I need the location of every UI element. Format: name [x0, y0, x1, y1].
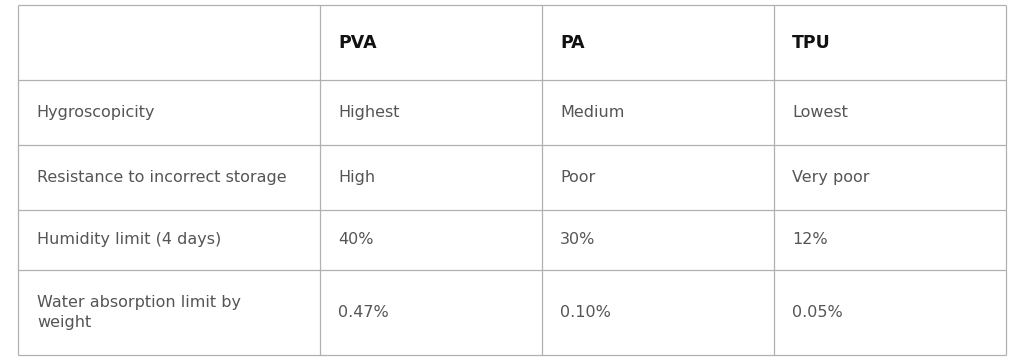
- Text: 40%: 40%: [338, 232, 374, 247]
- Text: Highest: Highest: [338, 105, 399, 120]
- Text: Lowest: Lowest: [792, 105, 848, 120]
- Text: High: High: [338, 170, 375, 185]
- Text: 0.47%: 0.47%: [338, 305, 389, 320]
- Text: 12%: 12%: [792, 232, 827, 247]
- Text: Medium: Medium: [560, 105, 625, 120]
- Text: Very poor: Very poor: [792, 170, 869, 185]
- Text: TPU: TPU: [792, 34, 830, 52]
- Text: PA: PA: [560, 34, 585, 52]
- Text: Humidity limit (4 days): Humidity limit (4 days): [37, 232, 221, 247]
- Text: Hygroscopicity: Hygroscopicity: [37, 105, 156, 120]
- Text: 0.05%: 0.05%: [792, 305, 843, 320]
- Text: Resistance to incorrect storage: Resistance to incorrect storage: [37, 170, 287, 185]
- Text: PVA: PVA: [338, 34, 377, 52]
- Text: Water absorption limit by
weight: Water absorption limit by weight: [37, 295, 241, 329]
- Text: 30%: 30%: [560, 232, 595, 247]
- Text: 0.10%: 0.10%: [560, 305, 611, 320]
- Text: Poor: Poor: [560, 170, 595, 185]
